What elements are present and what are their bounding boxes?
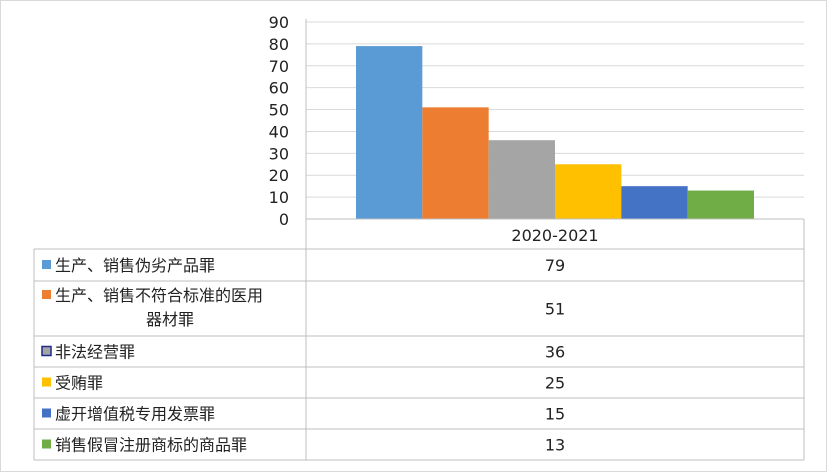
bar: [488, 140, 555, 219]
y-tick-label: 60: [269, 79, 289, 98]
series-name-label: 受贿罪: [55, 374, 103, 393]
data-value-label: 25: [545, 374, 565, 393]
y-tick-label: 10: [269, 188, 289, 207]
y-tick-label: 70: [269, 57, 289, 76]
x-category-label: 2020-2021: [511, 226, 598, 245]
legend-key: [42, 290, 51, 299]
data-value-label: 15: [545, 405, 565, 424]
series-name-label: 虚开增值税专用发票罪: [55, 405, 215, 424]
series-name-label: 生产、销售不符合标准的医用器材罪: [55, 286, 263, 329]
y-tick-label: 90: [269, 13, 289, 32]
legend-key: [42, 408, 51, 418]
y-tick-label: 0: [279, 210, 289, 229]
y-tick-label: 50: [269, 101, 289, 120]
y-tick-label: 30: [269, 144, 289, 163]
bar: [422, 107, 489, 219]
y-tick-label: 40: [269, 122, 289, 141]
data-value-label: 79: [545, 256, 565, 275]
series-name-label: 生产、销售伪劣产品罪: [55, 256, 215, 275]
data-value-label: 36: [545, 343, 565, 362]
data-value-label: 13: [545, 436, 565, 455]
legend-key: [42, 439, 51, 449]
bar: [687, 190, 754, 219]
data-value-label: 51: [545, 300, 565, 319]
legend-key: [41, 345, 52, 357]
series-name-label: 销售假冒注册商标的商品罪: [55, 436, 247, 455]
legend-key: [42, 377, 51, 387]
bar: [621, 186, 688, 219]
series-name-label: 非法经营罪: [55, 343, 135, 362]
bar: [555, 164, 622, 219]
y-tick-label: 80: [269, 35, 289, 54]
y-tick-label: 20: [269, 166, 289, 185]
bar: [356, 46, 423, 220]
legend-key: [42, 260, 51, 269]
